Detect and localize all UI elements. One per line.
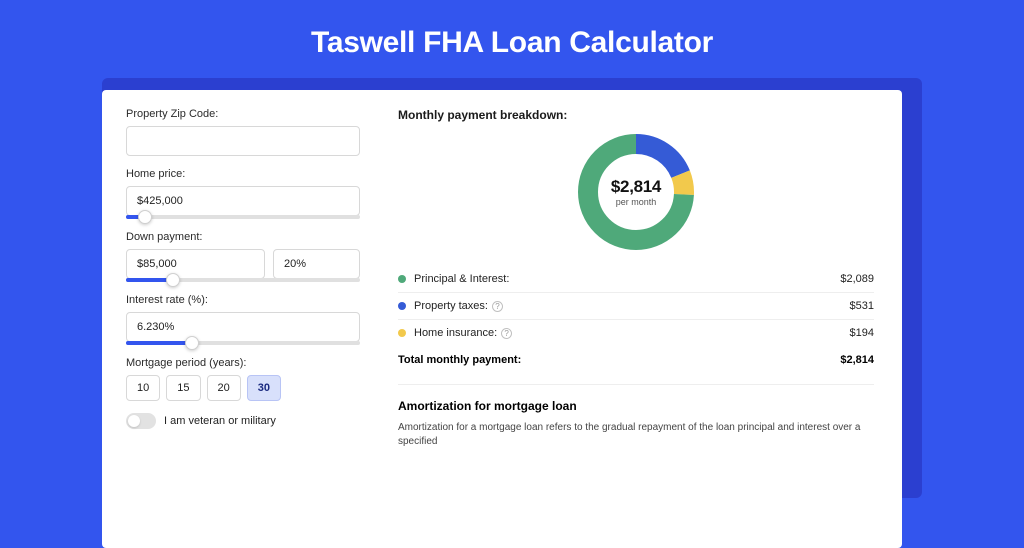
donut-chart: $2,814 per month [398, 132, 874, 252]
breakdown-column: Monthly payment breakdown: $2,814 per mo… [380, 90, 902, 548]
calculator-card: Property Zip Code: Home price: Down paym… [102, 90, 902, 548]
info-icon[interactable]: ? [501, 328, 512, 339]
period-option-15[interactable]: 15 [166, 375, 200, 401]
legend-label: Property taxes:? [414, 300, 850, 312]
zip-field: Property Zip Code: [126, 108, 360, 156]
period-option-30[interactable]: 30 [247, 375, 281, 401]
total-row: Total monthly payment: $2,814 [398, 346, 874, 378]
legend-value: $2,089 [840, 273, 874, 285]
zip-input[interactable] [126, 126, 360, 156]
down-payment-amount-input[interactable] [126, 249, 265, 279]
total-label: Total monthly payment: [398, 354, 840, 366]
home-price-input[interactable] [126, 186, 360, 216]
down-payment-pct-input[interactable] [273, 249, 360, 279]
card-backdrop: Property Zip Code: Home price: Down paym… [102, 78, 922, 498]
legend: Principal & Interest:$2,089Property taxe… [398, 266, 874, 346]
breakdown-title: Monthly payment breakdown: [398, 108, 874, 122]
period-option-20[interactable]: 20 [207, 375, 241, 401]
veteran-label: I am veteran or military [164, 415, 276, 427]
donut-sub: per month [616, 197, 657, 207]
legend-dot [398, 275, 406, 283]
legend-label: Home insurance:? [414, 327, 850, 339]
interest-rate-slider[interactable] [126, 341, 360, 345]
legend-dot [398, 329, 406, 337]
interest-rate-input[interactable] [126, 312, 360, 342]
down-payment-label: Down payment: [126, 231, 360, 243]
toggle-knob [128, 415, 140, 427]
legend-row: Principal & Interest:$2,089 [398, 266, 874, 293]
donut-value: $2,814 [611, 177, 661, 197]
legend-dot [398, 302, 406, 310]
down-payment-field: Down payment: [126, 231, 360, 282]
veteran-toggle[interactable] [126, 413, 156, 429]
amortization-section: Amortization for mortgage loan Amortizat… [398, 384, 874, 449]
page-title: Taswell FHA Loan Calculator [0, 0, 1024, 78]
mortgage-period-field: Mortgage period (years): 1015 2030 [126, 357, 360, 401]
legend-value: $194 [850, 327, 874, 339]
home-price-slider[interactable] [126, 215, 360, 219]
home-price-label: Home price: [126, 168, 360, 180]
legend-value: $531 [850, 300, 874, 312]
period-option-10[interactable]: 10 [126, 375, 160, 401]
veteran-toggle-row: I am veteran or military [126, 413, 360, 429]
form-column: Property Zip Code: Home price: Down paym… [102, 90, 380, 548]
info-icon[interactable]: ? [492, 301, 503, 312]
legend-row: Property taxes:?$531 [398, 293, 874, 320]
zip-label: Property Zip Code: [126, 108, 360, 120]
amortization-title: Amortization for mortgage loan [398, 399, 874, 413]
donut-center: $2,814 per month [576, 132, 696, 252]
legend-label: Principal & Interest: [414, 273, 840, 285]
mortgage-period-label: Mortgage period (years): [126, 357, 360, 369]
home-price-field: Home price: [126, 168, 360, 219]
down-payment-slider[interactable] [126, 278, 360, 282]
interest-rate-field: Interest rate (%): [126, 294, 360, 345]
interest-rate-label: Interest rate (%): [126, 294, 360, 306]
total-value: $2,814 [840, 354, 874, 366]
legend-row: Home insurance:?$194 [398, 320, 874, 346]
mortgage-period-options: 1015 2030 [126, 375, 360, 401]
amortization-text: Amortization for a mortgage loan refers … [398, 421, 874, 449]
